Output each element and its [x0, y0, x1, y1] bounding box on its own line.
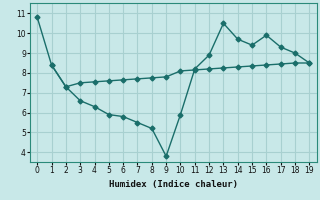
X-axis label: Humidex (Indice chaleur): Humidex (Indice chaleur) — [109, 180, 238, 189]
